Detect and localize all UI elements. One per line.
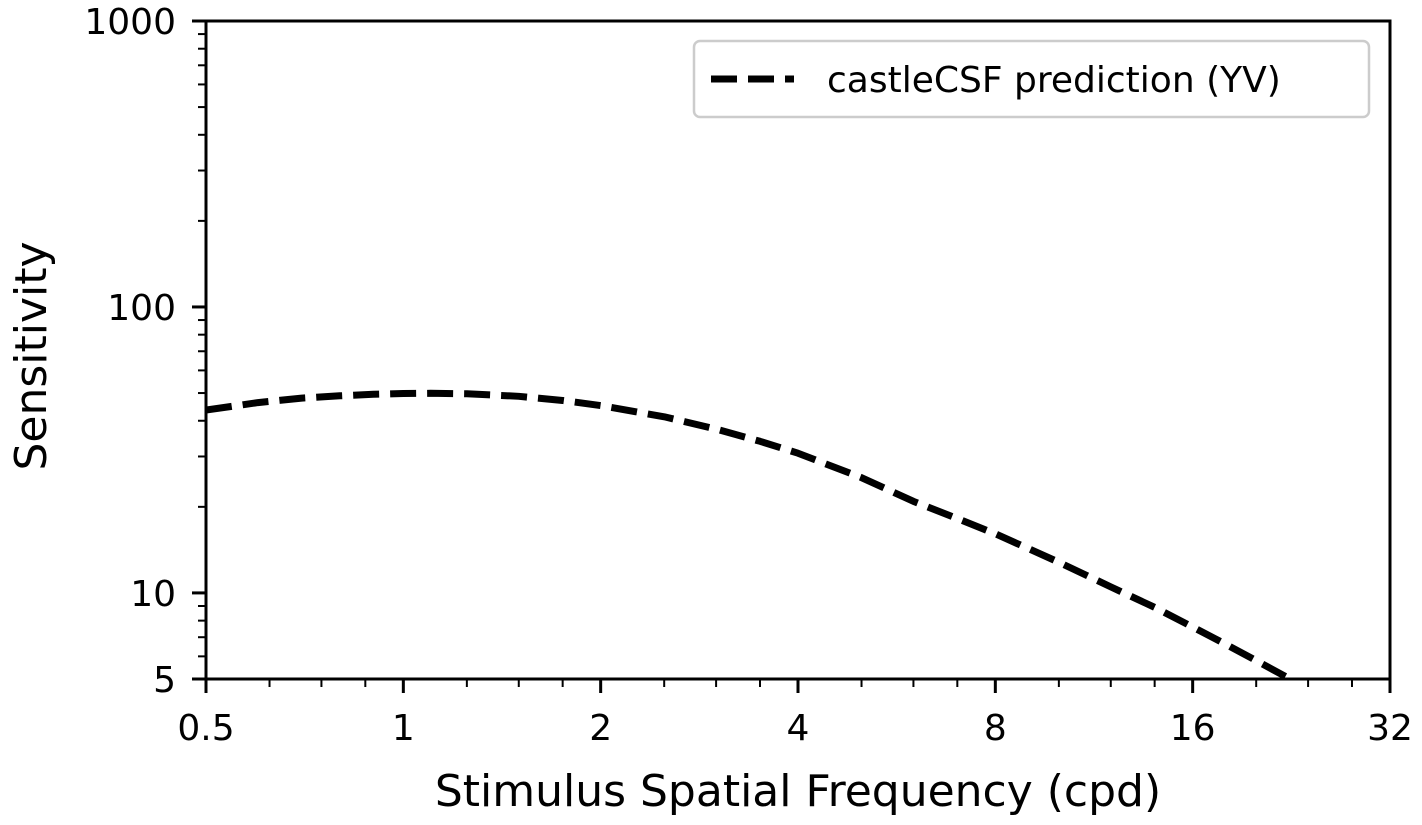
x-tick-label: 32 [1367,708,1413,749]
x-tick-label: 8 [984,708,1007,749]
major-ticks [192,19,1392,693]
y-axis-label: Sensitivity [6,241,57,470]
x-tick-label: 4 [787,708,810,749]
x-axis-label: Stimulus Spatial Frequency (cpd) [435,766,1161,817]
series-line-0 [206,389,1298,679]
series-layer [206,389,1298,679]
x-tick-label: 16 [1170,708,1216,749]
y-tick-label: 10 [130,574,176,615]
x-tick-label: 1 [392,708,415,749]
tick-labels: 0.5 1 2 4 8 16 32 5 10 100 1000 [84,2,1413,749]
legend-box [692,39,1371,119]
minor-ticks [198,33,1353,687]
x-tick-label: 2 [589,708,612,749]
y-tick-label: 5 [153,660,176,701]
y-tick-label: 1000 [84,2,176,43]
legend: castleCSF prediction (YV) [692,39,1371,119]
plot-frame [204,19,1392,681]
legend-entry-label: castleCSF prediction (YV) [827,60,1281,101]
x-tick-label: 0.5 [177,708,234,749]
y-tick-label: 100 [107,288,176,329]
